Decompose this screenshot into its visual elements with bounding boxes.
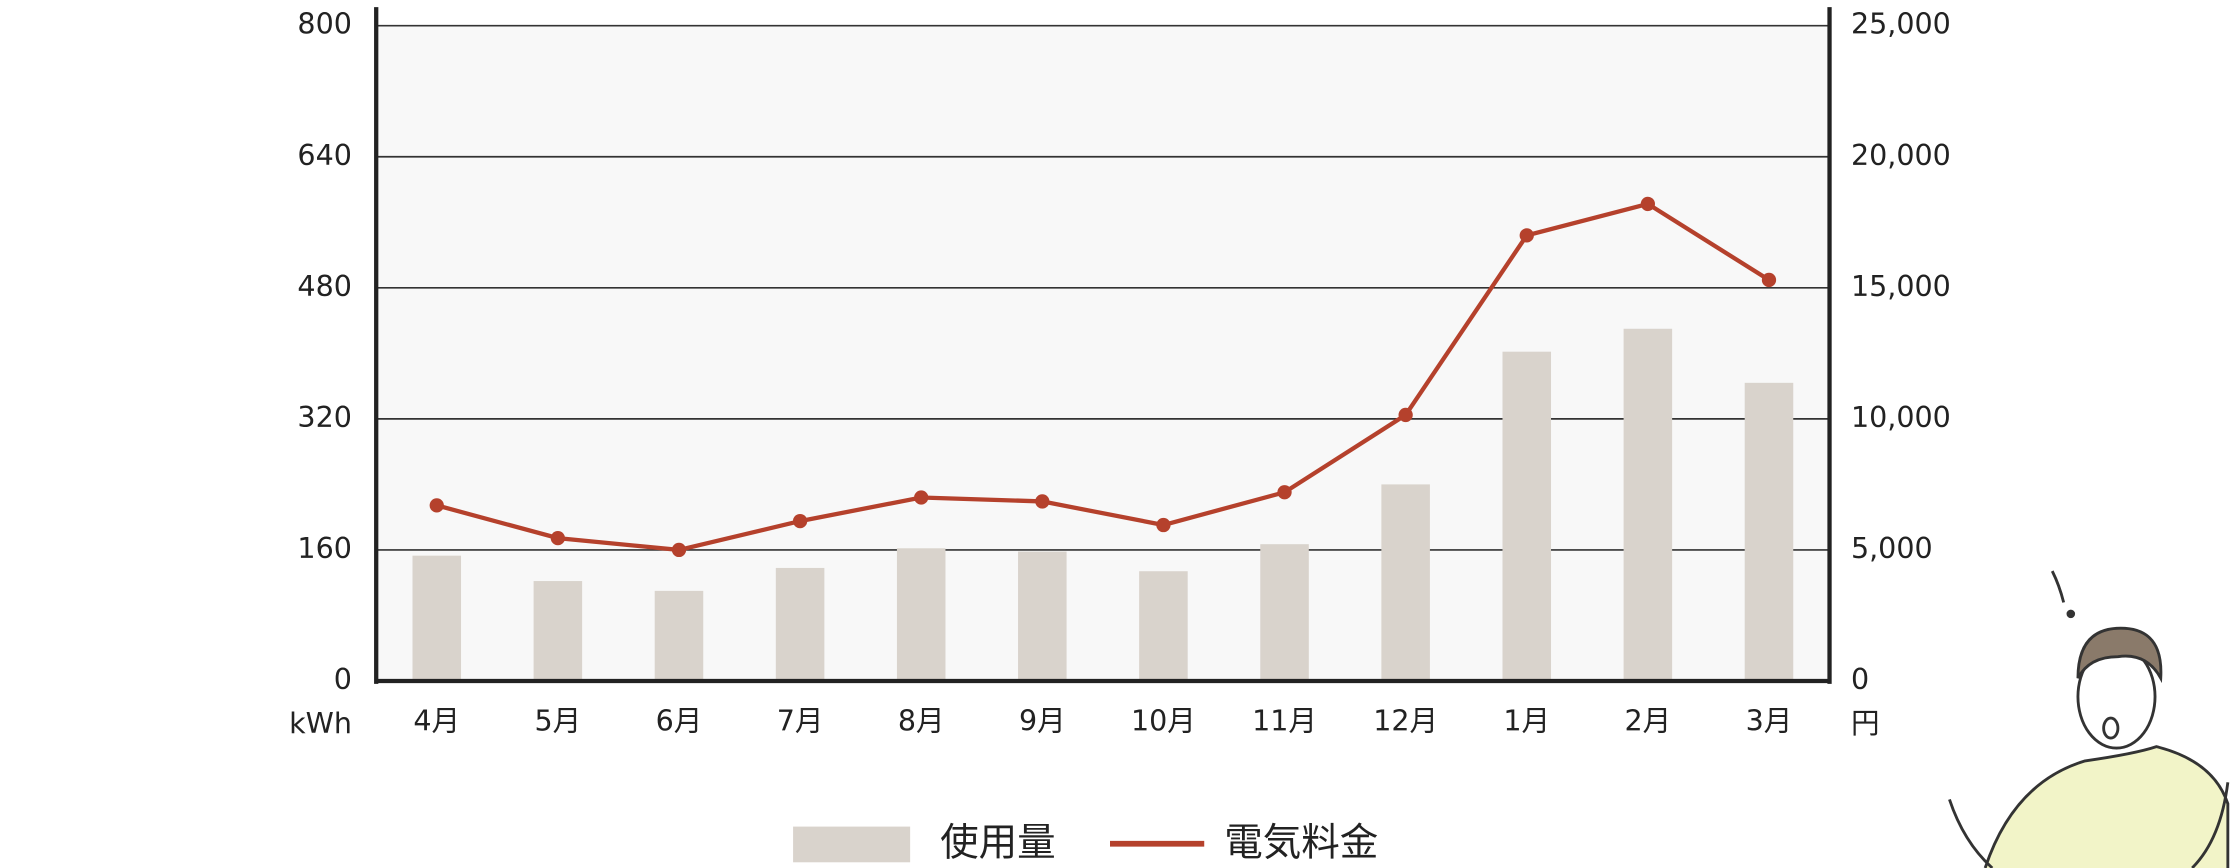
- bar: [1744, 382, 1794, 681]
- y2-tick-label: 5,000: [1851, 531, 1933, 565]
- x-tick-label: 2月: [1625, 703, 1672, 737]
- x-tick-label: 7月: [777, 703, 824, 737]
- bar: [654, 590, 704, 681]
- x-tick-label: 1月: [1503, 703, 1550, 737]
- bar: [896, 548, 946, 681]
- hands: [1948, 782, 2230, 868]
- x-tick-label: 8月: [898, 703, 945, 737]
- bar: [1502, 351, 1552, 681]
- y2-unit: 円: [1851, 706, 1880, 740]
- x-tick-label: 4月: [413, 703, 460, 737]
- y-tick-label: 160: [297, 531, 352, 565]
- chart-layer: 0 160 320 480 640 800 0 5,000 10,000 15,000 20,000…: [289, 7, 1951, 866]
- line-point: [1035, 494, 1050, 509]
- x-tick-label: 5月: [535, 703, 582, 737]
- mouth: [2102, 716, 2120, 740]
- line: [436, 201, 1771, 553]
- bar: [775, 567, 825, 681]
- bar: [1018, 551, 1067, 681]
- plot-background: [376, 25, 1830, 681]
- bar: [1260, 544, 1309, 681]
- bar: [1623, 328, 1673, 681]
- y-tick-label: 640: [297, 138, 352, 172]
- legend-swatch: [793, 826, 911, 863]
- y2-tick-label: 0: [1851, 662, 1869, 696]
- x-tick-label: 6月: [656, 703, 703, 737]
- bar: [1139, 571, 1188, 681]
- line-point: [1519, 228, 1534, 243]
- shirt: [1983, 745, 2230, 868]
- x-tick-label: 10月: [1131, 703, 1196, 737]
- line-point: [671, 542, 687, 558]
- bar: [533, 581, 583, 681]
- line-point: [1277, 485, 1292, 500]
- y-unit: kWh: [289, 706, 352, 740]
- exclamation-dot: [2066, 609, 2076, 619]
- y-tick-label: 320: [297, 400, 352, 434]
- line-point: [429, 498, 444, 513]
- y2-tick-label: 10,000: [1851, 400, 1951, 434]
- x-tick-label: 3月: [1746, 703, 1793, 737]
- y2-tick-label: 15,000: [1851, 269, 1951, 303]
- line-point: [914, 490, 929, 505]
- line-point: [1640, 196, 1656, 212]
- legend-label: 電気料金: [1224, 821, 1378, 866]
- line-point: [792, 513, 808, 529]
- bar: [412, 555, 462, 681]
- line-point: [1398, 407, 1413, 423]
- y2-tick-label: 20,000: [1851, 138, 1951, 172]
- line-point: [1156, 517, 1171, 533]
- y2-tick-label: 25,000: [1851, 7, 1951, 41]
- y-tick-label: 480: [297, 269, 352, 303]
- line-point: [1761, 272, 1777, 288]
- legend-label: 使用量: [940, 821, 1056, 866]
- hair: [2076, 626, 2163, 684]
- x-tick-label: 12月: [1373, 703, 1438, 737]
- bar: [1381, 484, 1430, 681]
- x-tick-label: 9月: [1019, 703, 1066, 737]
- line-point: [550, 530, 566, 546]
- x-tick-label: 11月: [1252, 703, 1317, 737]
- illustration: [1948, 570, 2230, 868]
- y-tick-label: 0: [334, 662, 352, 696]
- exclamation: [2050, 570, 2066, 603]
- y-tick-label: 800: [297, 7, 352, 41]
